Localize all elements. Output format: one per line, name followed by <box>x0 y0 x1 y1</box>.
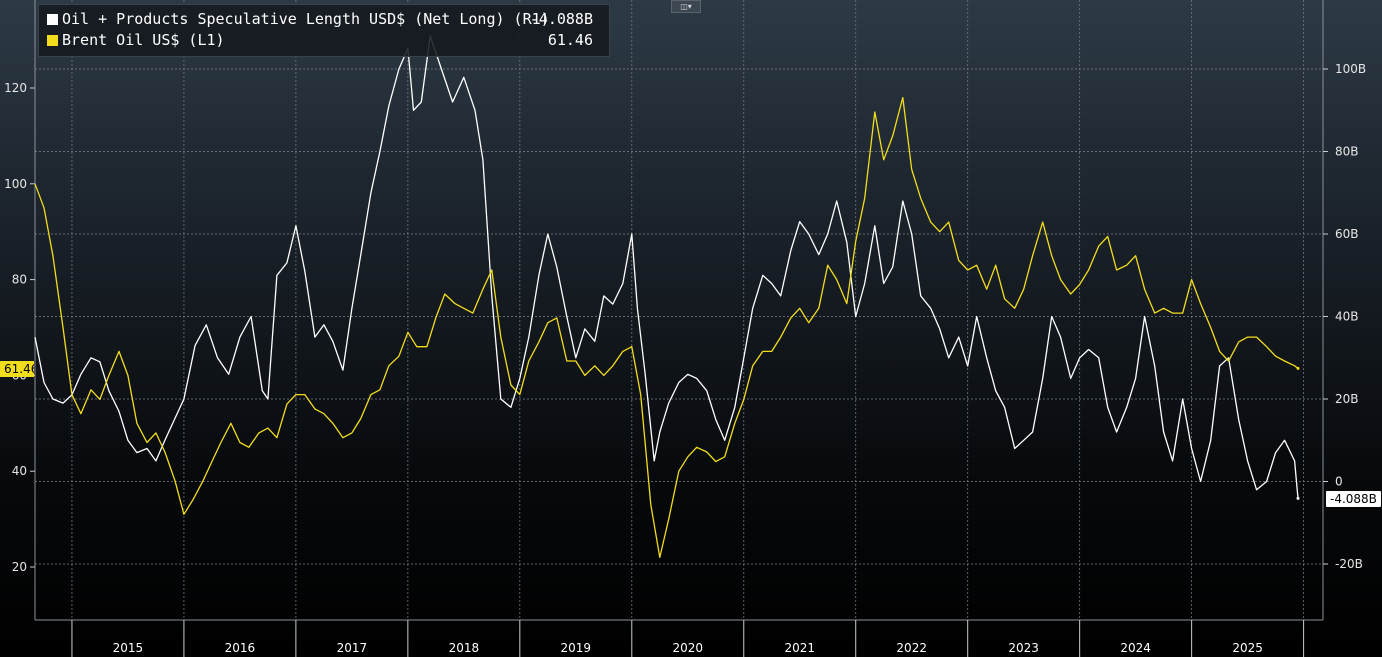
legend-value: -4.088B <box>529 10 593 28</box>
x-axis-year-label: 2018 <box>449 641 480 655</box>
left-axis-tick-label: 20 <box>12 560 27 574</box>
series-last-point <box>1296 366 1300 370</box>
x-axis-year-label: 2023 <box>1008 641 1039 655</box>
series-line-brent <box>34 96 1299 559</box>
x-axis-year-label: 2024 <box>1120 641 1151 655</box>
right-axis-last-value-tag: -4.088B <box>1326 491 1381 507</box>
legend-swatch-white <box>47 14 58 25</box>
series-line-speculative-length <box>34 35 1299 499</box>
legend-entry-brent: Brent Oil US$ (L1) 61.46 <box>47 30 601 51</box>
legend-label: Oil + Products Speculative Length USD$ (… <box>62 10 550 28</box>
x-axis-year-label: 2025 <box>1232 641 1263 655</box>
right-axis-tick-label: 80B <box>1335 145 1359 159</box>
x-axis-year-label: 2021 <box>784 641 815 655</box>
right-axis-tick-label: 20B <box>1335 392 1359 406</box>
right-axis-tick-label: 40B <box>1335 310 1359 324</box>
x-axis-year-label: 2017 <box>337 641 368 655</box>
right-axis-tick-label: 0 <box>1335 475 1343 489</box>
x-axis-year-label: 2019 <box>561 641 592 655</box>
legend-label: Brent Oil US$ (L1) <box>62 31 225 49</box>
left-axis-tick-label: 100 <box>4 177 27 191</box>
right-axis-tick-label: -20B <box>1335 557 1363 571</box>
left-axis-tick-label: 120 <box>4 81 27 95</box>
right-axis-tick-label: 60B <box>1335 227 1359 241</box>
x-axis-year-label: 2015 <box>113 641 144 655</box>
gridlines <box>35 0 1323 620</box>
axes: -20B020B40B60B80B100B2040608010012020152… <box>4 0 1366 657</box>
legend-value: 61.46 <box>547 31 593 49</box>
left-axis-tick-label: 40 <box>12 464 27 478</box>
series-last-point <box>1296 496 1300 500</box>
x-axis-year-label: 2020 <box>673 641 704 655</box>
legend: Oil + Products Speculative Length USD$ (… <box>38 4 610 57</box>
right-axis-tick-label: 100B <box>1335 62 1366 76</box>
chart-type-button[interactable]: ◫▾ <box>671 0 701 13</box>
line-chart-icon: ◫ <box>680 2 688 11</box>
left-axis-tick-label: 80 <box>12 273 27 287</box>
x-axis-year-label: 2016 <box>225 641 256 655</box>
legend-entry-speculative-length: Oil + Products Speculative Length USD$ (… <box>47 9 601 30</box>
legend-swatch-yellow <box>47 35 58 46</box>
left-axis-last-value-tag: 61.46 <box>0 361 34 377</box>
series-layer <box>34 35 1300 559</box>
x-axis-year-label: 2022 <box>896 641 927 655</box>
